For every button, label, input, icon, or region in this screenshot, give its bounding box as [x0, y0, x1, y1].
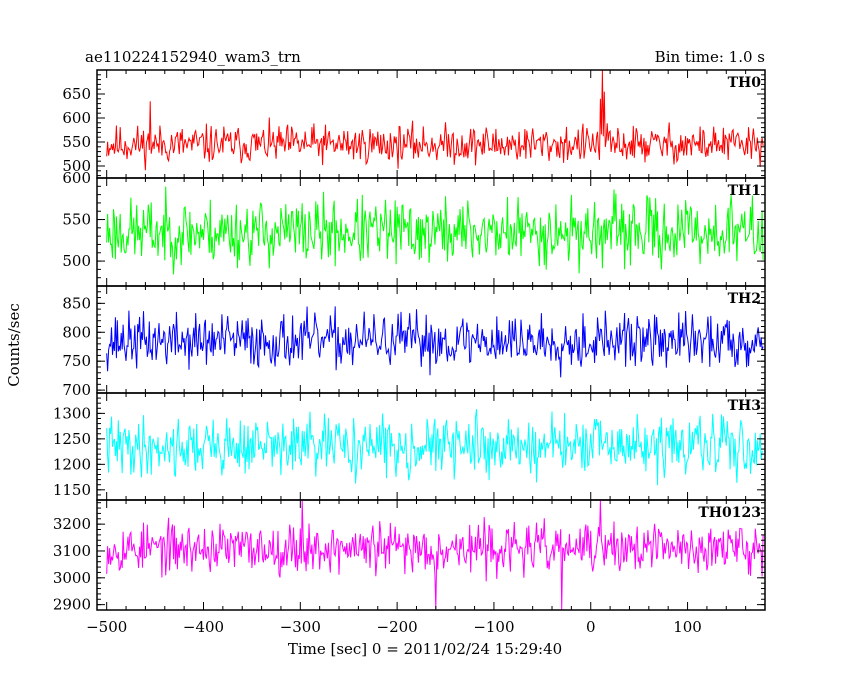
series-line-th0: [106, 70, 764, 171]
y-tick-label: 2900: [53, 596, 91, 614]
panel-frame: [96, 69, 766, 179]
panel-label: TH2: [728, 291, 761, 307]
y-tick-label: 1200: [53, 455, 91, 473]
panel-th1: 500 550 600 TH1: [62, 169, 766, 287]
panel-label: TH0: [728, 75, 762, 91]
y-tick-label: 500: [62, 252, 91, 270]
x-tick-label: −300: [280, 618, 321, 636]
series-line-th2: [106, 306, 764, 378]
x-axis: −500 −400 −300 −200 −100 0 100: [86, 618, 702, 636]
y-tick-label: 500: [62, 157, 91, 175]
series-line-th3: [106, 409, 764, 486]
panel-th2: 700 750 800 850 TH2: [62, 285, 766, 399]
x-tick-label: −500: [86, 618, 127, 636]
y-tick-label: 1300: [53, 404, 91, 422]
series-line-th1: [106, 186, 764, 275]
y-tick-label: 3100: [53, 542, 91, 560]
panels-group: 500 550 600 650 TH0 500 550 600 TH1 700 750 800 850 T…: [53, 69, 766, 614]
bin-time-label: Bin time: 1.0 s: [655, 48, 765, 66]
y-tick-label: 650: [62, 85, 91, 103]
panel-frame: [96, 499, 766, 611]
y-tick-label: 600: [62, 169, 91, 187]
chart-title: ae110224152940_wam3_trn: [85, 48, 301, 66]
y-tick-label: 550: [62, 211, 91, 229]
x-tick-label: −200: [377, 618, 418, 636]
y-tick-label: 1150: [53, 481, 91, 499]
y-tick-label: 600: [62, 109, 91, 127]
x-axis-label: Time [sec] 0 = 2011/02/24 15:29:40: [288, 640, 562, 658]
y-tick-label: 3200: [53, 515, 91, 533]
y-tick-label: 750: [62, 352, 91, 370]
panel-th0: 500 550 600 650 TH0: [62, 69, 766, 179]
y-tick-label: 700: [62, 381, 91, 399]
panel-label: TH1: [728, 183, 761, 199]
panel-label: TH3: [728, 398, 761, 414]
panel-th3: 1150 1200 1250 1300 TH3: [53, 392, 766, 501]
x-tick-label: −400: [183, 618, 224, 636]
y-axis-label: Counts/sec: [5, 303, 23, 387]
y-tick-label: 850: [62, 294, 91, 312]
y-tick-label: 550: [62, 133, 91, 151]
y-tick-label: 1250: [53, 430, 91, 448]
x-tick-label: 100: [673, 618, 702, 636]
y-tick-label: 3000: [53, 569, 91, 587]
x-tick-label: −100: [473, 618, 514, 636]
panel-th0123: 2900 3000 3100 3200 TH0123: [53, 499, 766, 614]
panel-label: TH0123: [698, 505, 761, 521]
series-line-th0123: [106, 500, 764, 610]
y-tick-label: 800: [62, 323, 91, 341]
x-tick-label: 0: [586, 618, 596, 636]
